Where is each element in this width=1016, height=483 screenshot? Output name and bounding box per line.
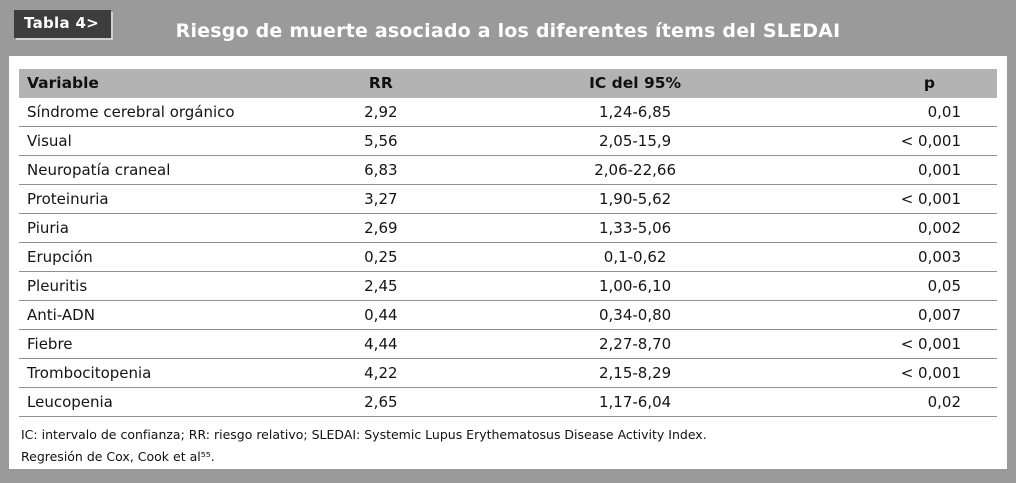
cell-p: 0,01 [820,98,997,127]
cell-ic: 2,05-15,9 [449,126,821,156]
table-row: Pleuritis 2,45 1,00-6,10 0,05 [19,271,997,301]
table-row: Piuria 2,69 1,33-5,06 0,002 [19,213,997,243]
table-row: Proteinuria 3,27 1,90-5,62 < 0,001 [19,184,997,214]
cell-p: < 0,001 [820,358,997,388]
table-row: Visual 5,56 2,05-15,9 < 0,001 [19,126,997,156]
table-number-badge: Tabla 4> [14,10,112,38]
cell-rr: 4,44 [312,329,450,359]
cell-variable: Leucopenia [19,387,313,417]
table-header-row: Variable RR IC del 95% p [19,69,997,98]
table-header: Variable RR IC del 95% p [19,69,997,98]
table-body: Síndrome cerebral orgánico 2,92 1,24-6,8… [19,98,997,417]
cell-variable: Erupción [19,242,313,272]
cell-p: 0,02 [820,387,997,417]
cell-rr: 2,69 [312,213,450,243]
cell-ic: 1,90-5,62 [449,184,821,214]
cell-variable: Síndrome cerebral orgánico [19,98,313,127]
risk-table: Variable RR IC del 95% p Síndrome cerebr… [19,69,997,417]
cell-ic: 2,15-8,29 [449,358,821,388]
cell-rr: 2,65 [312,387,450,417]
table-title-bar: Tabla 4> Riesgo de muerte asociado a los… [9,6,1007,56]
table-row: Neuropatía craneal 6,83 2,06-22,66 0,001 [19,155,997,185]
table-row: Trombocitopenia 4,22 2,15-8,29 < 0,001 [19,358,997,388]
cell-rr: 0,44 [312,300,450,330]
table-row: Anti-ADN 0,44 0,34-0,80 0,007 [19,300,997,330]
cell-variable: Trombocitopenia [19,358,313,388]
cell-ic: 1,24-6,85 [449,98,821,127]
table-row: Erupción 0,25 0,1-0,62 0,003 [19,242,997,272]
cell-p: < 0,001 [820,329,997,359]
cell-rr: 0,25 [312,242,450,272]
table-row: Fiebre 4,44 2,27-8,70 < 0,001 [19,329,997,359]
cell-variable: Piuria [19,213,313,243]
cell-variable: Proteinuria [19,184,313,214]
cell-p: 0,003 [820,242,997,272]
cell-p: 0,007 [820,300,997,330]
table-title: Riesgo de muerte asociado a los diferent… [175,20,841,42]
col-header-rr: RR [312,69,450,98]
cell-p: 0,002 [820,213,997,243]
cell-rr: 6,83 [312,155,450,185]
cell-rr: 4,22 [312,358,450,388]
cell-rr: 3,27 [312,184,450,214]
cell-variable: Pleuritis [19,271,313,301]
cell-variable: Neuropatía craneal [19,155,313,185]
cell-ic: 0,1-0,62 [449,242,821,272]
col-header-ic: IC del 95% [449,69,821,98]
cell-ic: 1,17-6,04 [449,387,821,417]
cell-ic: 0,34-0,80 [449,300,821,330]
cell-p: < 0,001 [820,184,997,214]
table-row: Leucopenia 2,65 1,17-6,04 0,02 [19,387,997,417]
cell-p: < 0,001 [820,126,997,156]
table-footnotes: IC: intervalo de confianza; RR: riesgo r… [19,426,997,466]
table-row: Síndrome cerebral orgánico 2,92 1,24-6,8… [19,98,997,127]
cell-variable: Anti-ADN [19,300,313,330]
col-header-p: p [820,69,997,98]
table-content-area: Variable RR IC del 95% p Síndrome cerebr… [9,56,1007,469]
footnote-abbreviations: IC: intervalo de confianza; RR: riesgo r… [21,427,707,442]
cell-rr: 2,92 [312,98,450,127]
cell-ic: 2,27-8,70 [449,329,821,359]
cell-p: 0,001 [820,155,997,185]
cell-variable: Fiebre [19,329,313,359]
cell-ic: 1,00-6,10 [449,271,821,301]
cell-ic: 1,33-5,06 [449,213,821,243]
cell-p: 0,05 [820,271,997,301]
cell-variable: Visual [19,126,313,156]
cell-ic: 2,06-22,66 [449,155,821,185]
footnote-method: Regresión de Cox, Cook et al⁵⁵. [21,449,215,465]
col-header-variable: Variable [19,69,313,98]
cell-rr: 2,45 [312,271,450,301]
cell-rr: 5,56 [312,126,450,156]
